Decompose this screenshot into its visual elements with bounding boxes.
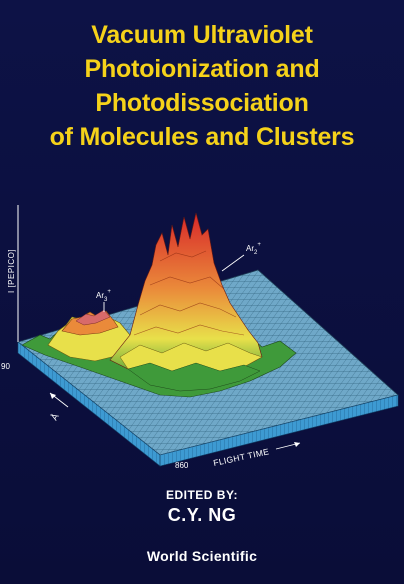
plot-tick-bottom: 860 [175,461,189,470]
title-line-2: Photoionization and [84,55,320,83]
publisher-name: World Scientific [146,548,258,564]
title-line-3: Photodissociation [95,89,309,117]
title-line-1: Vacuum Ultraviolet [91,21,313,49]
editors-block: EDITED BY: C.Y. NG [0,488,404,526]
plot-ar3-crest [75,309,111,326]
book-title: Vacuum Ultraviolet Photoionization and P… [0,18,404,154]
plot-y-axis-label: I [PEPICO] [7,249,16,293]
title-line-4: of Molecules and Clusters [49,123,355,151]
peak-label-ar2: Ar2+ [246,242,261,256]
plot-ar2-ridges [133,250,245,336]
peak-label-ar3: Ar3+ [96,289,111,303]
plot-depth-arrowhead [50,393,56,399]
peak-pointer-ar2 [221,254,245,272]
plot-depth-label: Å [49,412,61,422]
plot-right-wall [159,394,399,467]
cover-3d-plot: I [PEPICO] 90 860 FLIGHT TIME Å Ar3+ Ar2… [1,205,399,470]
plot-tick-left: 90 [1,362,10,371]
plot-green-band [127,362,261,392]
edited-by-label: EDITED BY: [165,488,239,502]
plot-x-axis-arrowhead [294,442,300,447]
editor-name: C.Y. NG [167,505,237,525]
